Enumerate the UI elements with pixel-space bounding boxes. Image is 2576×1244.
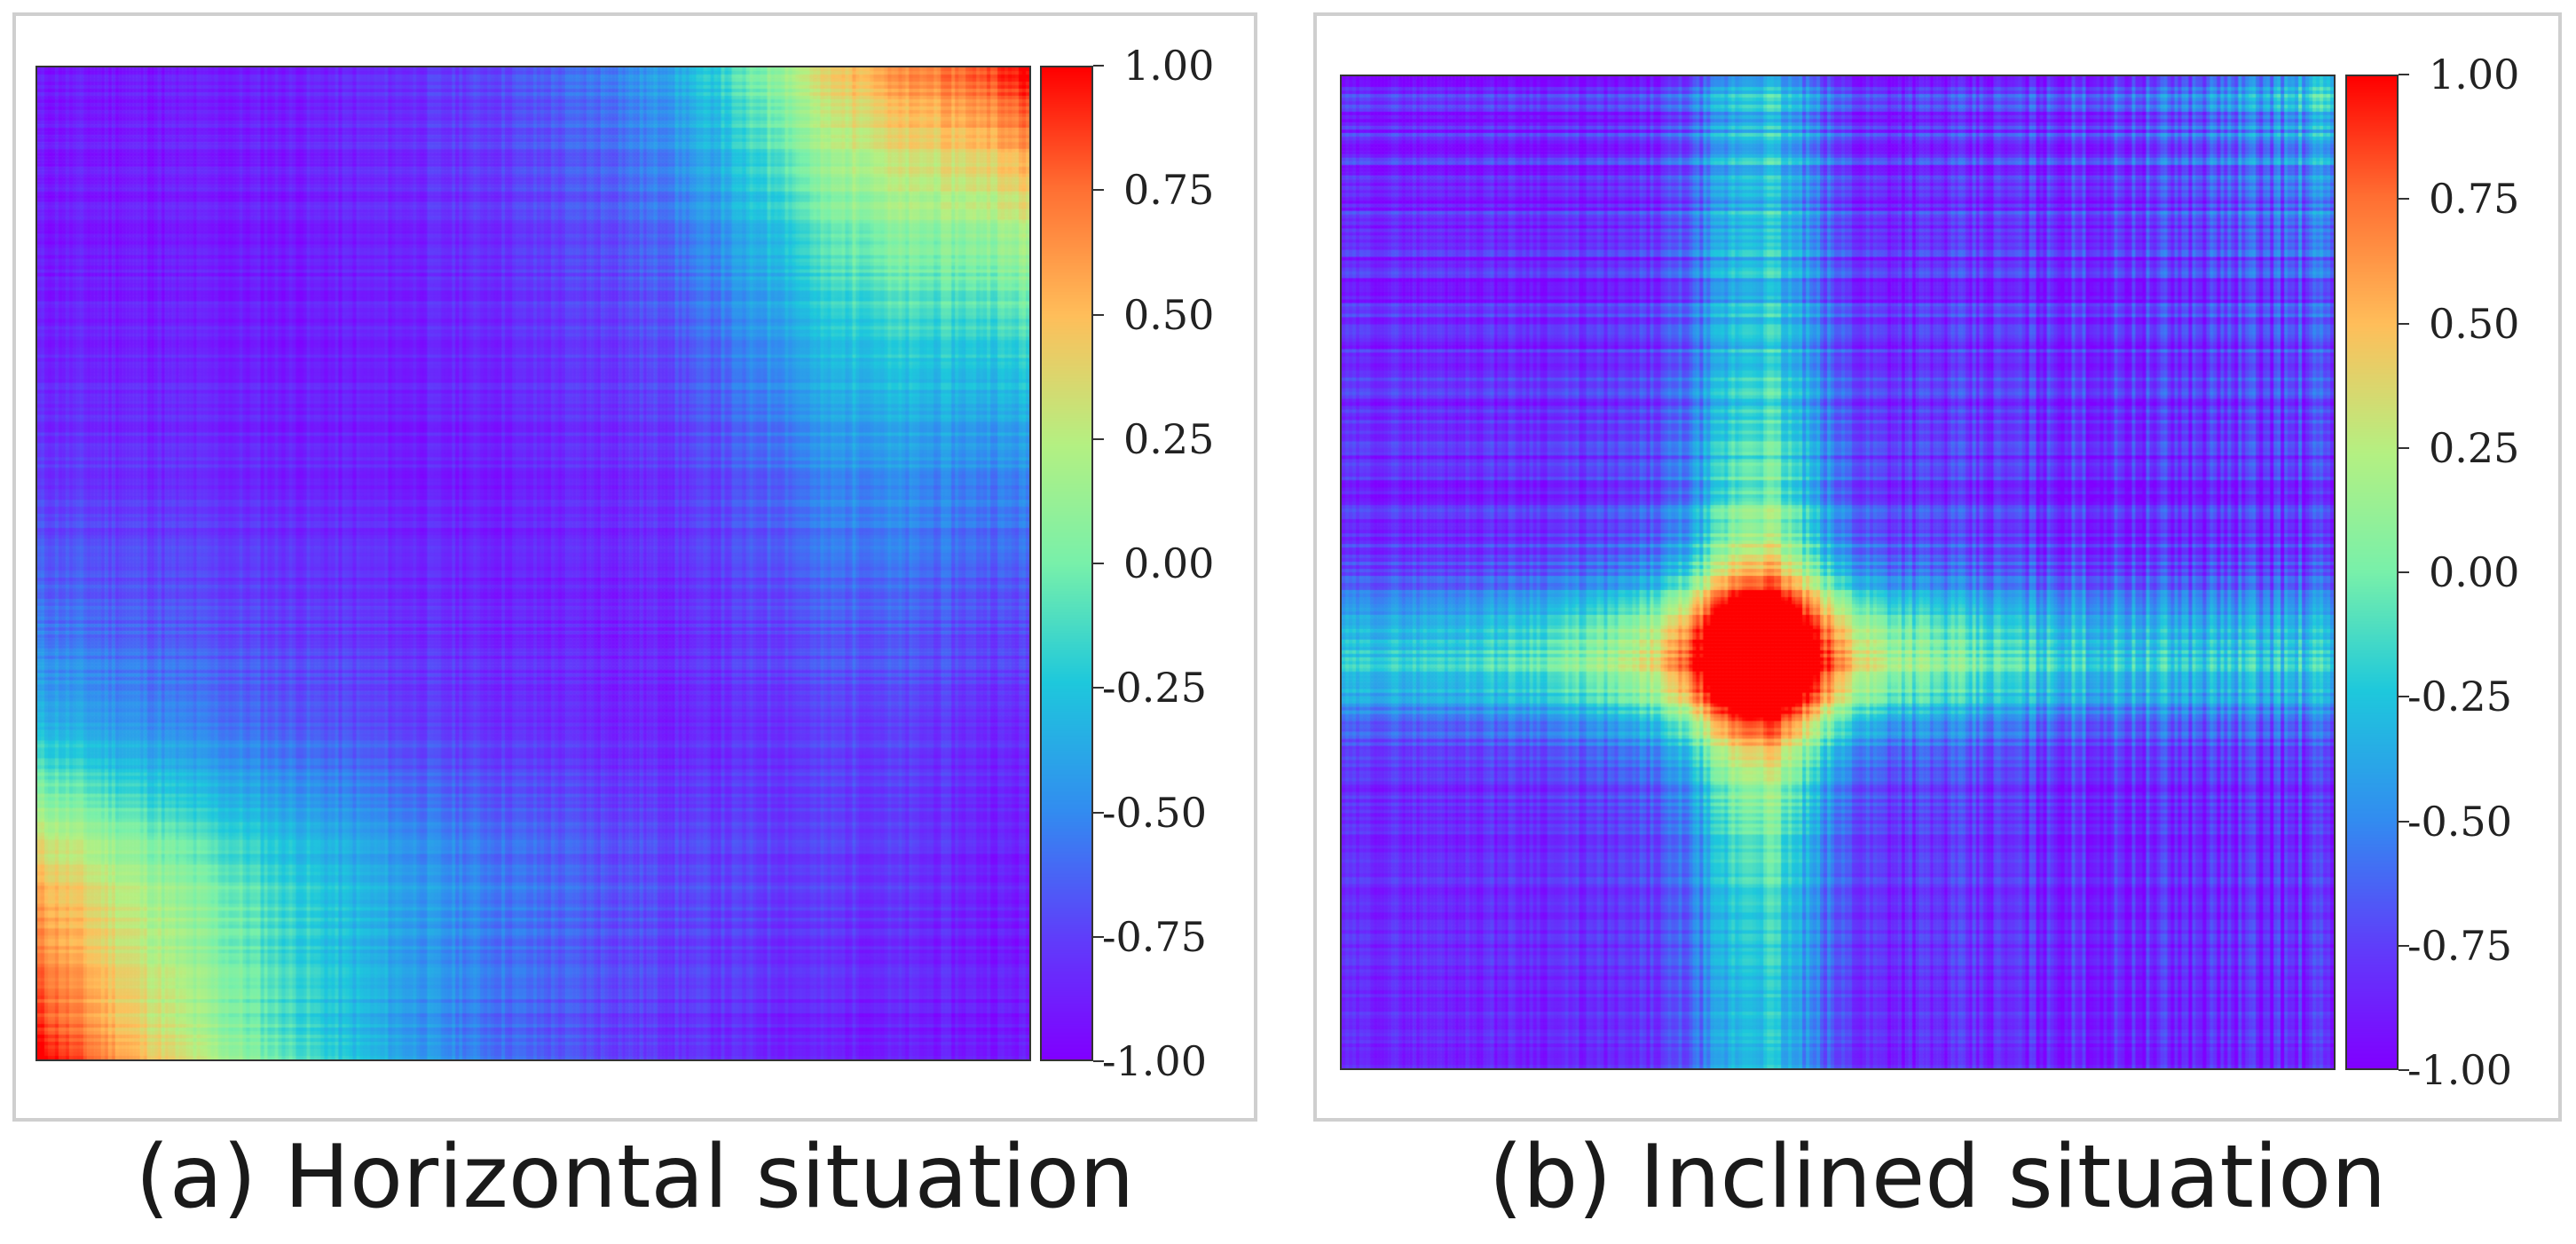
- colorbar-tick-label: -0.75: [1102, 912, 1207, 961]
- colorbar-tick-mark: [1093, 935, 1104, 938]
- colorbar-inclined: [2345, 75, 2399, 1070]
- colorbar-tick-mark: [2399, 198, 2409, 201]
- caption-inclined: (b) Inclined situation: [1488, 1127, 2387, 1228]
- colorbar-tick-mark: [1093, 65, 1104, 67]
- heatmap-inclined: [1340, 75, 2336, 1070]
- colorbar-tick-label: 0.50: [2429, 299, 2520, 348]
- colorbar-tick-label: 0.75: [1123, 166, 1215, 215]
- colorbar-tick-label: -1.00: [2407, 1046, 2512, 1094]
- colorbar-tick-mark: [2399, 446, 2409, 449]
- colorbar-tick-mark: [1093, 313, 1104, 316]
- panel-horizontal: 1.00 0.75 0.50 0.25 0.00 -0.25 -0.50 -0.75 -1.00: [12, 12, 1257, 1122]
- colorbar-tick-label: 1.00: [1123, 42, 1215, 90]
- colorbar-tick-label: 1.00: [2429, 51, 2520, 98]
- caption-horizontal: (a) Horizontal situation: [135, 1127, 1135, 1228]
- colorbar-tick-label: -1.00: [1102, 1037, 1207, 1085]
- colorbar-tick-mark: [1093, 189, 1104, 192]
- colorbar-tick-label: -0.75: [2407, 921, 2512, 970]
- colorbar-tick-mark: [2399, 1069, 2409, 1071]
- colorbar-tick-label: 0.25: [1123, 414, 1215, 463]
- colorbar-tick-mark: [1093, 563, 1104, 564]
- colorbar-tick-mark: [2399, 322, 2409, 325]
- colorbar-tick-label: -0.25: [1102, 664, 1207, 713]
- colorbar-tick-mark: [2399, 571, 2409, 573]
- colorbar-tick-label: 0.00: [2429, 548, 2520, 596]
- colorbar-tick-label: -0.50: [2407, 797, 2512, 846]
- colorbar-tick-label: 0.25: [2429, 423, 2520, 472]
- colorbar-tick-mark: [2399, 74, 2409, 75]
- colorbar-tick-mark: [1093, 811, 1104, 814]
- colorbar-tick-mark: [1093, 1060, 1104, 1062]
- heatmap-horizontal: [35, 66, 1031, 1061]
- colorbar-tick-label: 0.00: [1123, 539, 1215, 587]
- colorbar-tick-mark: [2399, 820, 2409, 823]
- colorbar-tick-mark: [2399, 696, 2409, 698]
- colorbar-tick-label: -0.50: [1102, 788, 1207, 837]
- colorbar-horizontal: [1040, 66, 1093, 1061]
- colorbar-tick-label: 0.50: [1123, 290, 1215, 339]
- colorbar-tick-mark: [1093, 437, 1104, 440]
- colorbar-tick-label: 0.75: [2429, 175, 2520, 224]
- colorbar-tick-mark: [2399, 944, 2409, 947]
- colorbar-tick-label: -0.25: [2407, 673, 2512, 721]
- colorbar-tick-mark: [1093, 687, 1104, 689]
- panel-inclined: 1.00 0.75 0.50 0.25 0.00 -0.25 -0.50 -0.75 -1.00: [1313, 12, 2562, 1122]
